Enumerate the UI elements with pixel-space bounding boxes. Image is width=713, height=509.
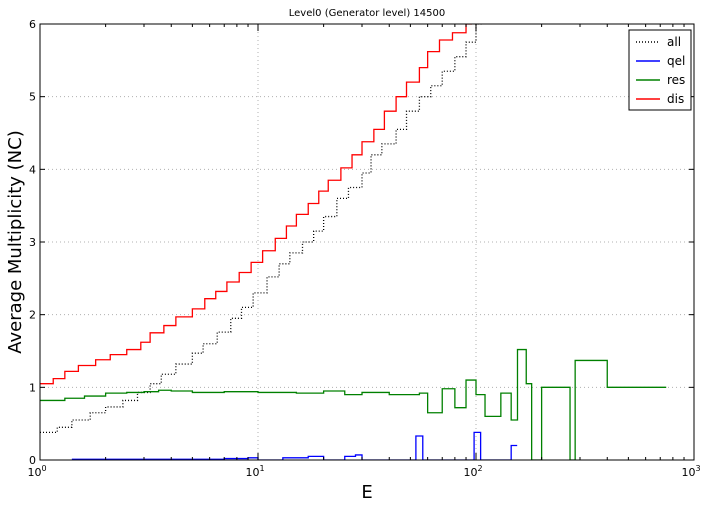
legend-label-all: all	[667, 35, 681, 49]
y-tick-label: 1	[29, 381, 36, 394]
series-res-line	[40, 348, 667, 460]
chart-title: Level0 (Generator level) 14500	[289, 8, 445, 19]
y-axis-label: Average Multiplicity (NC)	[5, 130, 26, 353]
y-tick-label: 5	[29, 91, 36, 104]
x-tick-label: 101	[245, 464, 264, 479]
legend: all qel res dis	[628, 29, 692, 111]
y-tick-label: 2	[29, 309, 36, 322]
legend-label-qel: qel	[667, 54, 685, 68]
ticks: 0 1 2 3 4 5 6 100 101 102 103	[27, 18, 700, 479]
y-tick-label: 4	[29, 163, 36, 176]
series-layer	[40, 24, 667, 460]
legend-label-res: res	[667, 73, 685, 87]
x-tick-label: 103	[681, 464, 700, 479]
series-qel-line	[71, 431, 518, 460]
legend-box	[628, 29, 692, 111]
x-tick-label: 100	[27, 464, 46, 479]
y-tick-label: 0	[29, 454, 36, 467]
y-tick-label: 3	[29, 236, 36, 249]
y-tick-label: 6	[29, 18, 36, 31]
x-axis-label: E	[361, 482, 372, 503]
series-dis-line	[40, 24, 473, 385]
x-tick-label: 102	[463, 464, 482, 479]
legend-label-dis: dis	[667, 92, 684, 106]
